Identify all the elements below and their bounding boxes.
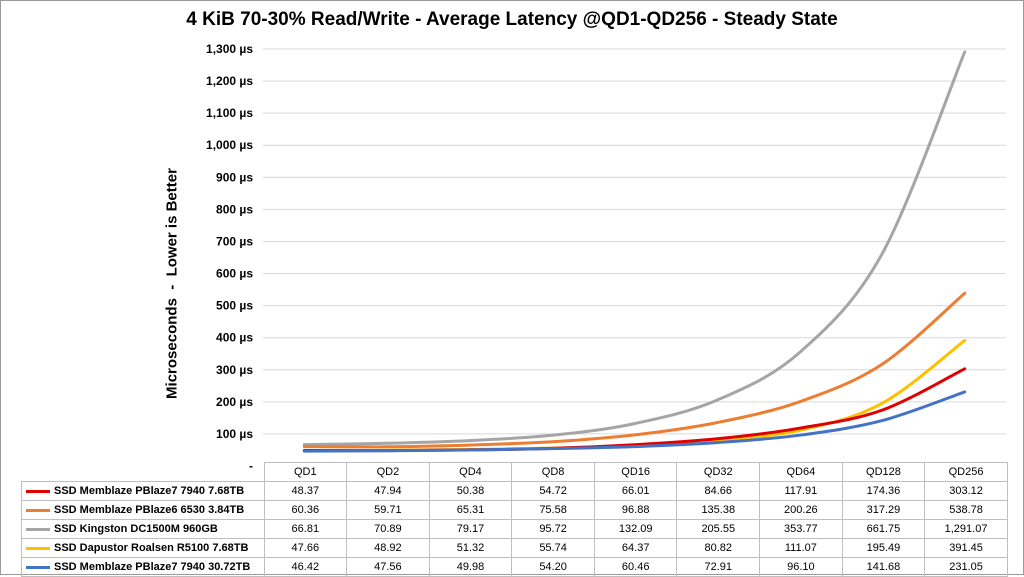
legend-label: SSD Kingston DC1500M 960GB <box>54 523 218 535</box>
legend-entry: SSD Dapustor Roalsen R5100 7.68TB <box>21 538 265 558</box>
legend-swatch <box>26 527 50 531</box>
x-tick-label: QD16 <box>593 462 678 482</box>
data-label: 200.26 <box>759 500 843 520</box>
data-label: 1,291.07 <box>924 519 1008 539</box>
data-label: 66.81 <box>263 519 348 539</box>
data-label: 661.75 <box>841 519 926 539</box>
y-tick-label: 900 µs <box>216 170 253 184</box>
data-label: 135.38 <box>676 500 761 520</box>
series-line-2 <box>302 50 967 447</box>
data-label: 391.45 <box>924 538 1008 558</box>
data-label: 59.71 <box>346 500 430 520</box>
data-label: 79.17 <box>428 519 513 539</box>
data-label: 117.91 <box>759 481 843 501</box>
data-label: 96.88 <box>593 500 678 520</box>
y-tick-label: 1,000 µs <box>206 138 253 152</box>
data-label: 49.98 <box>428 557 513 577</box>
data-label: 55.74 <box>511 538 595 558</box>
data-label: 111.07 <box>759 538 843 558</box>
data-table: QD1 QD2 QD4 QD8 QD16 QD32 QD64 QD128 QD256 SSD Me… <box>21 462 1008 577</box>
data-label: 46.42 <box>263 557 348 577</box>
data-label: 303.12 <box>924 481 1008 501</box>
y-tick-label: 600 µs <box>216 267 253 281</box>
data-label: 54.20 <box>511 557 595 577</box>
y-tick-label: 1,300 µs <box>206 42 253 56</box>
data-label: 70.89 <box>346 519 430 539</box>
data-label: 95.72 <box>511 519 595 539</box>
table-corner <box>21 462 265 482</box>
data-label: 60.46 <box>593 557 678 577</box>
y-tick-label: 1,200 µs <box>206 74 253 88</box>
x-tick-label: QD256 <box>924 462 1008 482</box>
data-label: 195.49 <box>841 538 926 558</box>
y-tick-label: 700 µs <box>216 234 253 248</box>
data-label: 80.82 <box>676 538 761 558</box>
data-label: 141.68 <box>841 557 926 577</box>
y-tick-label: 400 µs <box>216 331 253 345</box>
legend-swatch <box>26 489 50 493</box>
data-label: 48.92 <box>346 538 430 558</box>
table-row: SSD Memblaze PBlaze7 7940 7.68TB 48.37 47.… <box>21 481 1008 501</box>
y-tick-label: 500 µs <box>216 299 253 313</box>
legend-entry: SSD Kingston DC1500M 960GB <box>21 519 265 539</box>
series-line-4 <box>302 390 967 453</box>
legend-swatch <box>26 565 50 569</box>
legend-entry: SSD Memblaze PBlaze6 6530 3.84TB <box>21 500 265 520</box>
data-label: 231.05 <box>924 557 1008 577</box>
legend-label: SSD Dapustor Roalsen R5100 7.68TB <box>54 542 249 554</box>
legend-label: SSD Memblaze PBlaze7 7940 7.68TB <box>54 485 245 497</box>
x-tick-label: QD32 <box>676 462 761 482</box>
data-label: 66.01 <box>593 481 678 501</box>
legend-entry: SSD Memblaze PBlaze7 7940 7.68TB <box>21 481 265 501</box>
data-label: 538.78 <box>924 500 1008 520</box>
data-label: 51.32 <box>428 538 513 558</box>
legend-swatch <box>26 508 50 512</box>
x-tick-label: QD4 <box>428 462 513 482</box>
data-label: 205.55 <box>676 519 761 539</box>
legend-swatch <box>26 546 50 550</box>
x-tick-label: QD1 <box>263 462 348 482</box>
data-label: 47.56 <box>346 557 430 577</box>
gridlines <box>263 48 1006 435</box>
table-row: SSD Kingston DC1500M 960GB 66.81 70.89 79.1… <box>21 519 1008 539</box>
y-tick-label: 200 µs <box>216 395 253 409</box>
y-tick-label: 800 µs <box>216 202 253 216</box>
data-label: 65.31 <box>428 500 513 520</box>
data-label: 54.72 <box>511 481 595 501</box>
table-header-row: QD1 QD2 QD4 QD8 QD16 QD32 QD64 QD128 QD256 <box>21 462 1008 482</box>
table-row: SSD Memblaze PBlaze7 7940 30.72TB 46.42 47… <box>21 557 1008 577</box>
table-row: SSD Memblaze PBlaze6 6530 3.84TB 60.36 59.… <box>21 500 1008 520</box>
series-line-1 <box>302 291 967 449</box>
x-tick-label: QD2 <box>346 462 430 482</box>
data-label: 317.29 <box>841 500 926 520</box>
x-tick-label: QD64 <box>759 462 843 482</box>
data-label: 47.66 <box>263 538 348 558</box>
chart-title: 4 KiB 70-30% Read/Write - Average Latenc… <box>186 9 838 30</box>
data-label: 50.38 <box>428 481 513 501</box>
table-row: SSD Dapustor Roalsen R5100 7.68TB 47.66 48… <box>21 538 1008 558</box>
legend-entry: SSD Memblaze PBlaze7 7940 30.72TB <box>21 557 265 577</box>
data-label: 75.58 <box>511 500 595 520</box>
y-tick-label: 300 µs <box>216 363 253 377</box>
data-label: 64.37 <box>593 538 678 558</box>
legend-label: SSD Memblaze PBlaze7 7940 30.72TB <box>54 561 251 573</box>
data-label: 174.36 <box>841 481 926 501</box>
data-label: 72.91 <box>676 557 761 577</box>
x-tick-label: QD8 <box>511 462 595 482</box>
y-tick-label: 100 µs <box>216 427 253 441</box>
data-label: 96.10 <box>759 557 843 577</box>
data-label: 353.77 <box>759 519 843 539</box>
data-label: 48.37 <box>263 481 348 501</box>
y-tick-label: 1,100 µs <box>206 106 253 120</box>
legend-label: SSD Memblaze PBlaze6 6530 3.84TB <box>54 504 245 516</box>
data-label: 47.94 <box>346 481 430 501</box>
data-label: 132.09 <box>593 519 678 539</box>
x-tick-label: QD128 <box>841 462 926 482</box>
series-lines <box>302 50 967 453</box>
data-label: 60.36 <box>263 500 348 520</box>
data-label: 84.66 <box>676 481 761 501</box>
